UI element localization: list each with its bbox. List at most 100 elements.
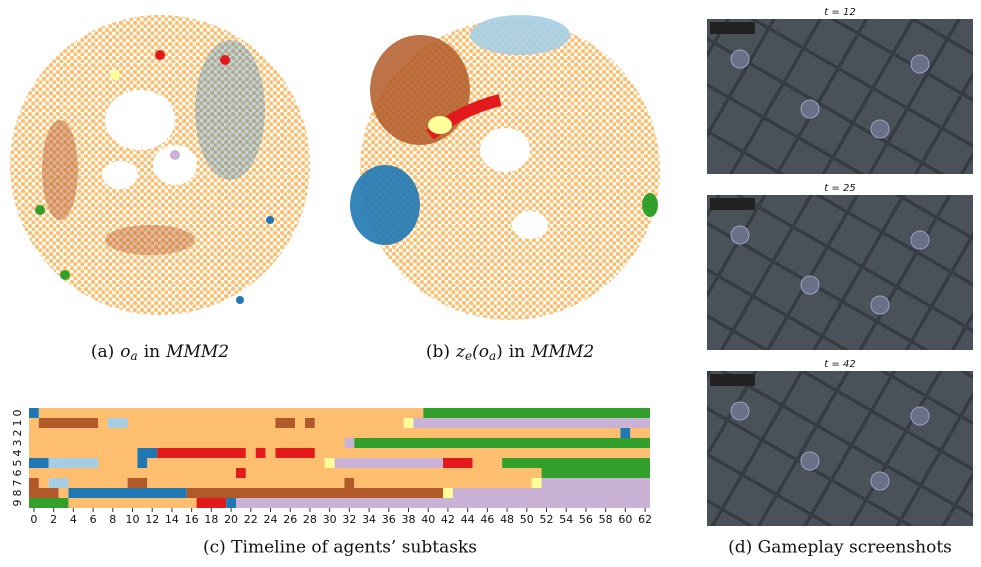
subtask-segment xyxy=(29,468,236,478)
subtask-segment xyxy=(29,488,59,498)
x-tick-label: 56 xyxy=(579,513,593,526)
unit xyxy=(801,100,819,118)
x-tick-label: 12 xyxy=(145,513,159,526)
unit xyxy=(801,276,819,294)
subtask-segment xyxy=(542,468,650,478)
caption-d: (d) Gameplay screenshots xyxy=(728,538,952,558)
x-tick-label: 38 xyxy=(402,513,416,526)
subtask-segment xyxy=(315,448,650,458)
x-tick-label: 54 xyxy=(559,513,573,526)
subtask-segment xyxy=(98,418,108,428)
subtask-segment xyxy=(226,498,236,508)
x-tick-label: 48 xyxy=(500,513,514,526)
subtask-segment xyxy=(305,418,315,428)
y-tick-label: 1 xyxy=(11,420,24,427)
x-tick-label: 6 xyxy=(90,513,97,526)
unit xyxy=(871,472,889,490)
screenshots: t = 12 t = 25 t = 42 xyxy=(707,7,973,526)
x-tick-label: 18 xyxy=(204,513,218,526)
subtask-segment xyxy=(335,458,443,468)
x-tick-label: 34 xyxy=(362,513,376,526)
x-tick-label: 44 xyxy=(461,513,475,526)
unit xyxy=(801,452,819,470)
subtask-segment xyxy=(423,408,650,418)
subtask-segment xyxy=(620,428,630,438)
x-tick-label: 42 xyxy=(441,513,455,526)
x-tick-label: 46 xyxy=(480,513,494,526)
y-tick-label: 9 xyxy=(11,500,24,507)
subtask-segment xyxy=(266,448,276,458)
subtask-segment xyxy=(39,418,98,428)
x-tick-label: 60 xyxy=(618,513,632,526)
subtask-segment xyxy=(443,488,453,498)
subtask-segment xyxy=(413,418,650,428)
screenshot xyxy=(707,371,973,526)
subtask-segment xyxy=(542,478,650,488)
subtask-segment xyxy=(29,478,39,488)
subtask-segment xyxy=(236,498,650,508)
x-tick-label: 14 xyxy=(165,513,179,526)
subtask-segment xyxy=(630,428,650,438)
x-tick-label: 2 xyxy=(50,513,57,526)
x-tick-label: 10 xyxy=(126,513,140,526)
x-tick-label: 32 xyxy=(342,513,356,526)
subtask-segment xyxy=(29,438,344,448)
unit xyxy=(871,296,889,314)
subtask-segment xyxy=(443,458,473,468)
caption-c: (c) Timeline of agents’ subtasks xyxy=(203,538,477,558)
x-tick-label: 4 xyxy=(70,513,77,526)
subtask-segment xyxy=(29,448,137,458)
health-bar xyxy=(710,374,755,386)
x-tick-label: 30 xyxy=(323,513,337,526)
subtask-segment xyxy=(29,418,39,428)
screenshot-title: t = 12 xyxy=(824,7,855,18)
x-tick-label: 8 xyxy=(109,513,116,526)
unit xyxy=(911,231,929,249)
y-tick-label: 2 xyxy=(11,430,24,437)
y-tick-label: 5 xyxy=(11,460,24,467)
unit xyxy=(731,50,749,68)
x-tick-label: 26 xyxy=(283,513,297,526)
subtask-segment xyxy=(59,488,69,498)
subtask-segment xyxy=(197,498,227,508)
x-tick-label: 22 xyxy=(244,513,258,526)
subtask-segment xyxy=(275,448,314,458)
x-tick-label: 36 xyxy=(382,513,396,526)
subtask-segment xyxy=(532,478,542,488)
x-tick-label: 0 xyxy=(30,513,37,526)
subtask-segment xyxy=(108,418,128,428)
x-tick-label: 16 xyxy=(185,513,199,526)
unit xyxy=(731,402,749,420)
x-tick-label: 28 xyxy=(303,513,317,526)
subtask-segment xyxy=(295,418,305,428)
subtask-segment xyxy=(404,418,414,428)
subtask-segment xyxy=(256,448,266,458)
figure: (a)oainMMM2 (b)ze(oa)inMMM2 012345678902… xyxy=(0,0,981,563)
subtask-segment xyxy=(157,448,246,458)
y-tick-label: 3 xyxy=(11,440,24,447)
subtask-segment xyxy=(128,478,148,488)
y-tick-label: 4 xyxy=(11,450,24,457)
subtask-segment xyxy=(354,478,531,488)
subtask-segment xyxy=(39,408,423,418)
subtask-segment xyxy=(147,458,324,468)
subtask-segment xyxy=(29,408,39,418)
screenshot-title: t = 25 xyxy=(824,183,855,194)
x-tick-label: 40 xyxy=(421,513,435,526)
subtask-segment xyxy=(246,468,542,478)
unit xyxy=(911,55,929,73)
subtask-segment xyxy=(325,458,335,468)
subtask-segment xyxy=(187,488,443,498)
x-tick-label: 20 xyxy=(224,513,238,526)
subtask-segment xyxy=(49,458,98,468)
subtask-segment xyxy=(68,478,127,488)
subtask-segment xyxy=(453,488,650,498)
subtask-segment xyxy=(29,498,68,508)
screenshot-title: t = 42 xyxy=(824,359,855,370)
x-tick-label: 24 xyxy=(264,513,278,526)
subtask-segment xyxy=(246,448,256,458)
screenshot xyxy=(707,195,973,350)
